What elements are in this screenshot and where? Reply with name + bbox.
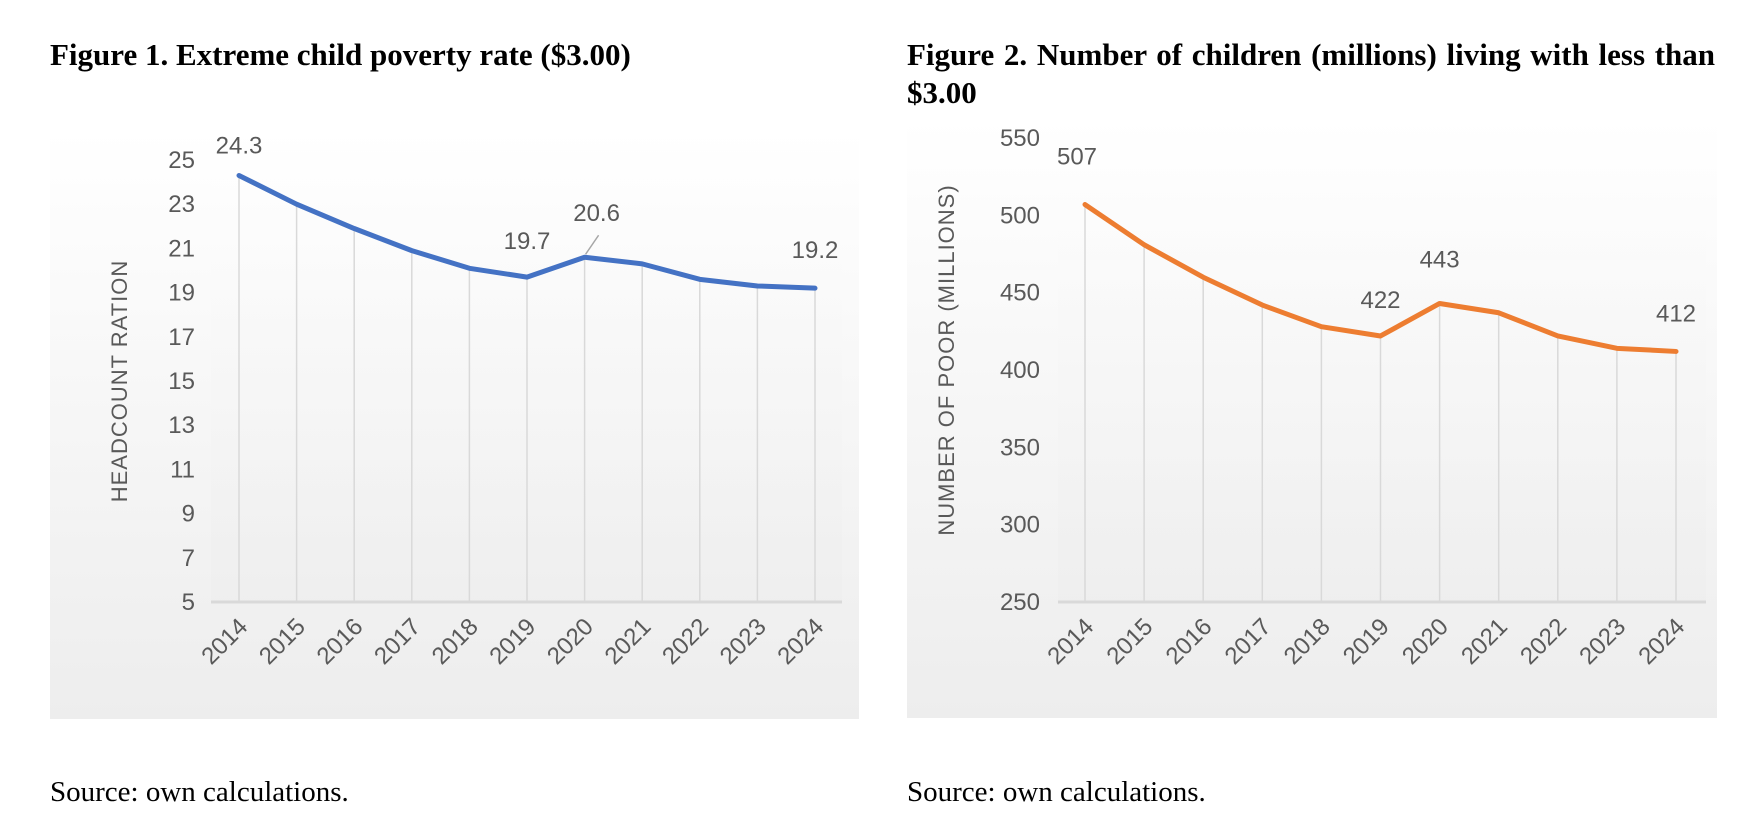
data-label: 422	[1360, 287, 1400, 314]
y-axis-title: HEADCOUNT RATION	[107, 260, 132, 503]
data-label: 19.2	[792, 237, 839, 264]
y-tick-label: 21	[168, 235, 195, 262]
data-label: 24.3	[216, 132, 263, 159]
y-tick-label: 15	[168, 368, 195, 395]
plot-area	[1058, 128, 1706, 602]
y-tick-label: 350	[1000, 434, 1040, 461]
figure-1-source: Source: own calculations.	[50, 776, 349, 808]
data-label: 507	[1057, 144, 1097, 171]
y-tick-label: 25	[168, 147, 195, 174]
chart-1: HEADCOUNT RATION 57911131517192123252014…	[50, 129, 859, 719]
y-tick-label: 7	[182, 545, 195, 572]
data-label: 20.6	[573, 200, 620, 227]
figure-2-source: Source: own calculations.	[907, 776, 1206, 808]
y-tick-label: 9	[182, 501, 195, 528]
y-tick-label: 5	[182, 589, 195, 616]
y-tick-label: 300	[1000, 512, 1040, 539]
y-tick-label: 13	[168, 412, 195, 439]
chart-2: NUMBER OF POOR (MILLIONS) 250 300 350 400 45…	[907, 118, 1717, 718]
y-tick-label: 450	[1000, 280, 1040, 307]
y-tick-label: 250	[1000, 589, 1040, 616]
y-tick-label: 19	[168, 280, 195, 307]
data-label: 443	[1420, 246, 1460, 273]
y-tick-label: 500	[1000, 202, 1040, 229]
y-tick-label: 17	[168, 324, 195, 351]
y-tick-label: 400	[1000, 357, 1040, 384]
data-label-leader	[584, 234, 600, 255]
data-label: 412	[1656, 300, 1696, 327]
y-axis-title: NUMBER OF POOR (MILLIONS)	[934, 184, 959, 535]
figure-1-title: Figure 1. Extreme child poverty rate ($3…	[50, 37, 631, 72]
y-tick-label: 23	[168, 191, 195, 218]
y-tick-label: 550	[1000, 125, 1040, 152]
figure-2-title: Figure 2. Number of children (millions) …	[907, 37, 1715, 110]
y-tick-label: 11	[170, 456, 195, 483]
data-label: 19.7	[504, 228, 551, 255]
